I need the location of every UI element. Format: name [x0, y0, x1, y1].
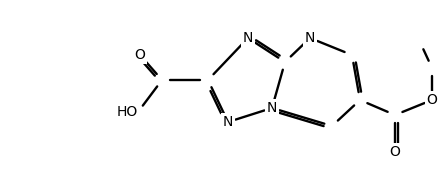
Text: O: O [134, 48, 145, 62]
Text: N: N [267, 101, 277, 115]
Text: N: N [223, 115, 233, 129]
Text: HO: HO [117, 105, 138, 119]
Text: N: N [305, 31, 315, 45]
Text: O: O [427, 93, 438, 107]
Text: N: N [243, 31, 253, 45]
Text: O: O [389, 145, 400, 159]
